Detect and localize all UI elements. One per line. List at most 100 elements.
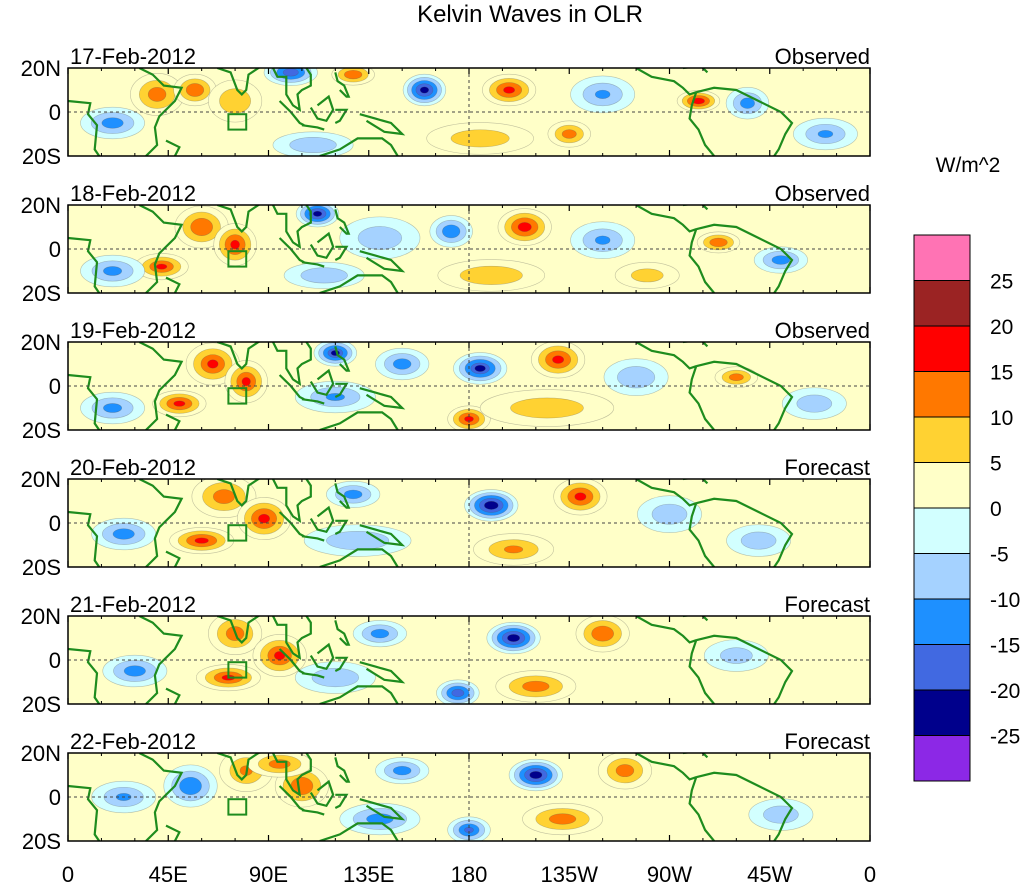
anomaly-contour [522,680,550,692]
panel-status: Observed [775,181,870,206]
anomaly-contour [282,68,299,77]
y-tick-label: 20S [22,692,61,717]
anomaly-contour [101,117,124,129]
y-tick-label: 0 [49,374,61,399]
olr-panel: 20N 0 20S 17-Feb-2012 Observed [21,44,871,169]
colorbar-label: -10 [990,589,1020,612]
coastline [272,479,312,524]
coastline [688,91,715,156]
anomaly-contour [219,88,251,114]
coastline [688,639,715,704]
anomaly-contour [103,403,123,413]
colorbar-label: -20 [990,680,1020,703]
colorbar-swatch [913,644,971,691]
reference-box [227,113,248,131]
coastline [695,771,794,841]
coastline [635,479,697,507]
colorbar-label: 20 [990,316,1013,339]
anomaly-contour [289,137,337,154]
anomaly-contour [484,500,499,510]
coastline [165,413,181,430]
coastline [309,368,335,397]
anomaly-contour [300,267,348,284]
coastline [138,753,184,841]
anomaly-contour [630,268,664,283]
panel-date: 19-Feb-2012 [70,318,196,343]
anomaly-contour [357,226,403,250]
y-tick-label: 20S [22,829,61,854]
anomaly-contour [617,366,656,389]
coastline [301,809,325,816]
coastline [68,647,101,704]
anomaly-contour [370,628,390,639]
colorbar-label: -15 [990,635,1020,658]
colorbar-label: 25 [990,271,1013,294]
coastline [278,374,305,401]
coastline [695,223,794,293]
panels-group: 20N 0 20S 17-Feb-2012 Observed 20N 0 20S 18-Feb-… [21,44,871,854]
coastline [359,524,406,547]
coastline [334,620,351,646]
anomaly-contour [561,129,577,139]
anomaly-contour [185,83,205,97]
coastline [334,757,351,783]
colorbar-swatch [913,735,971,782]
coastline [319,137,399,156]
colorbar-label: -25 [990,726,1020,749]
anomaly-contour [194,537,209,544]
y-tick-label: 0 [49,100,61,125]
anomaly-contour [503,86,516,94]
coastline [309,642,335,671]
y-tick-label: 0 [49,785,61,810]
y-tick-label: 20N [21,604,61,629]
coastline [688,228,715,293]
anomaly-contour [190,218,213,236]
units-label: W/m^2 [936,154,1001,177]
panel-date: 21-Feb-2012 [70,592,196,617]
coastline [272,342,312,387]
coastline [301,535,325,542]
coastline [272,616,312,661]
anomaly-contour [709,237,728,248]
coastline [272,68,312,113]
y-tick-label: 20N [21,467,61,492]
coastline [635,68,697,96]
reference-box [227,661,248,679]
coastline [682,205,709,211]
panel-status: Observed [775,44,870,69]
figure-title: Kelvin Waves in OLR [417,1,643,28]
coastline [165,824,181,841]
y-tick-label: 20S [22,281,61,306]
panel-status: Forecast [784,455,870,480]
coastline [216,616,261,644]
anomaly-contour [728,373,744,382]
anomaly-contour [312,210,323,217]
olr-panel: 20N 0 20S 18-Feb-2012 Observed [21,181,871,306]
colorbar-label: -5 [990,544,1009,567]
coastline [68,99,101,156]
anomaly-contour [442,224,461,239]
colorbar-swatch [913,325,971,372]
anomaly-contour [817,130,834,138]
coastline [319,822,399,841]
anomaly-contour [343,489,363,500]
coastline [278,648,305,675]
anomaly-contour [651,503,688,525]
coastline [334,72,351,98]
colorbar-label: 15 [990,362,1013,385]
coastline [216,753,261,781]
coastline [138,616,184,704]
x-tick-label: 135E [343,862,394,887]
coastline [216,205,261,233]
coastline [216,342,261,370]
anomaly-contour [510,397,584,419]
coastline [138,205,184,293]
anomaly-contour [529,771,543,779]
anomaly-contour [311,668,360,688]
anomaly-contour [450,129,510,148]
y-tick-label: 20S [22,144,61,169]
coastline [695,634,794,704]
coastline [278,100,305,127]
coastline [272,205,312,250]
coastline [635,342,697,370]
